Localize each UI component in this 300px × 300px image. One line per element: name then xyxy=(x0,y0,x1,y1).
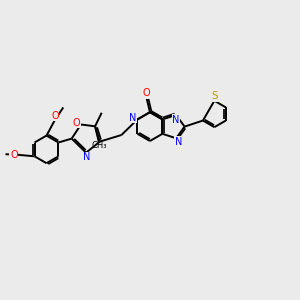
Text: N: N xyxy=(172,115,180,125)
Text: O: O xyxy=(51,111,59,121)
Text: N: N xyxy=(175,137,182,147)
Text: N: N xyxy=(83,152,90,162)
Text: O: O xyxy=(73,118,80,128)
Text: CH₃: CH₃ xyxy=(91,141,107,150)
Text: O: O xyxy=(10,150,18,160)
Text: S: S xyxy=(212,91,218,101)
Text: O: O xyxy=(142,88,150,98)
Text: N: N xyxy=(129,113,137,123)
